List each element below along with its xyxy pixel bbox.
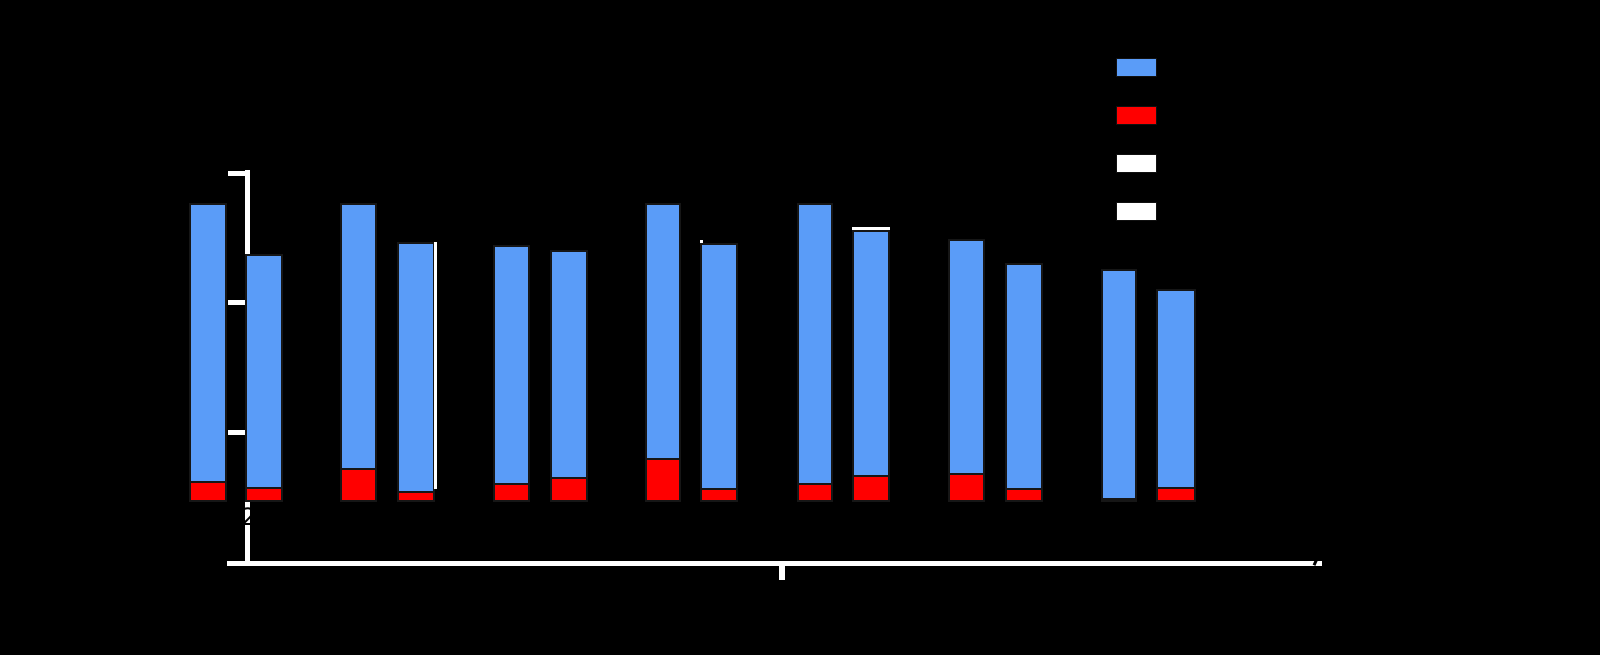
bar-red-segment-solid-group3 (493, 483, 530, 502)
bar-red-segment-hatched-group1 (245, 487, 283, 502)
legend-swatch-marker-white-solid (1116, 202, 1157, 221)
y-axis-tick-label-remnant: 2 (241, 503, 257, 531)
bar-red-segment-hatched-group4 (700, 488, 738, 502)
x-axis-line (227, 561, 1322, 566)
x-axis-tick (779, 566, 785, 580)
y-axis-tick (228, 430, 247, 435)
bar-red-segment-solid-group1 (189, 481, 227, 502)
bar-hatched-group2 (397, 242, 435, 502)
bar-red-segment-solid-group7 (1101, 498, 1137, 502)
y-axis-tick (228, 300, 247, 305)
bar-red-segment-hatched-group3 (550, 477, 588, 502)
legend-swatch-marker-white-hatched (1116, 154, 1157, 173)
bar-red-segment-hatched-group5 (852, 475, 890, 502)
bar-red-segment-solid-group4 (645, 458, 681, 502)
white-sliver-right-of-group2-hatched (434, 242, 437, 489)
legend-swatch-series-red-solid (1116, 106, 1157, 125)
bar-hatched-group5 (852, 230, 890, 502)
white-dot-top-left-group4-hatched (700, 240, 703, 243)
bar-red-segment-hatched-group6 (1005, 488, 1043, 502)
bar-hatched-group7 (1156, 289, 1196, 502)
bar-solid-group6 (948, 239, 985, 502)
bar-red-segment-solid-group5 (797, 483, 833, 502)
white-cap-top-of-group5-hatched (852, 227, 890, 230)
y-axis-tick (228, 171, 247, 176)
bar-solid-group3 (493, 245, 530, 502)
bar-hatched-group6 (1005, 263, 1043, 502)
bar-hatched-group1 (245, 254, 283, 502)
bar-solid-group1 (189, 203, 227, 502)
bar-red-segment-hatched-group2 (397, 491, 435, 502)
bar-hatched-group4 (700, 243, 738, 502)
legend-swatch-series-blue-solid (1116, 58, 1157, 77)
bar-red-segment-hatched-group7 (1156, 487, 1196, 502)
bar-solid-group5 (797, 203, 833, 502)
bar-hatched-group3 (550, 250, 588, 502)
bar-solid-group7 (1101, 269, 1137, 502)
bar-red-segment-solid-group2 (340, 468, 377, 502)
bar-red-segment-solid-group6 (948, 473, 985, 502)
bar-solid-group2 (340, 203, 377, 502)
